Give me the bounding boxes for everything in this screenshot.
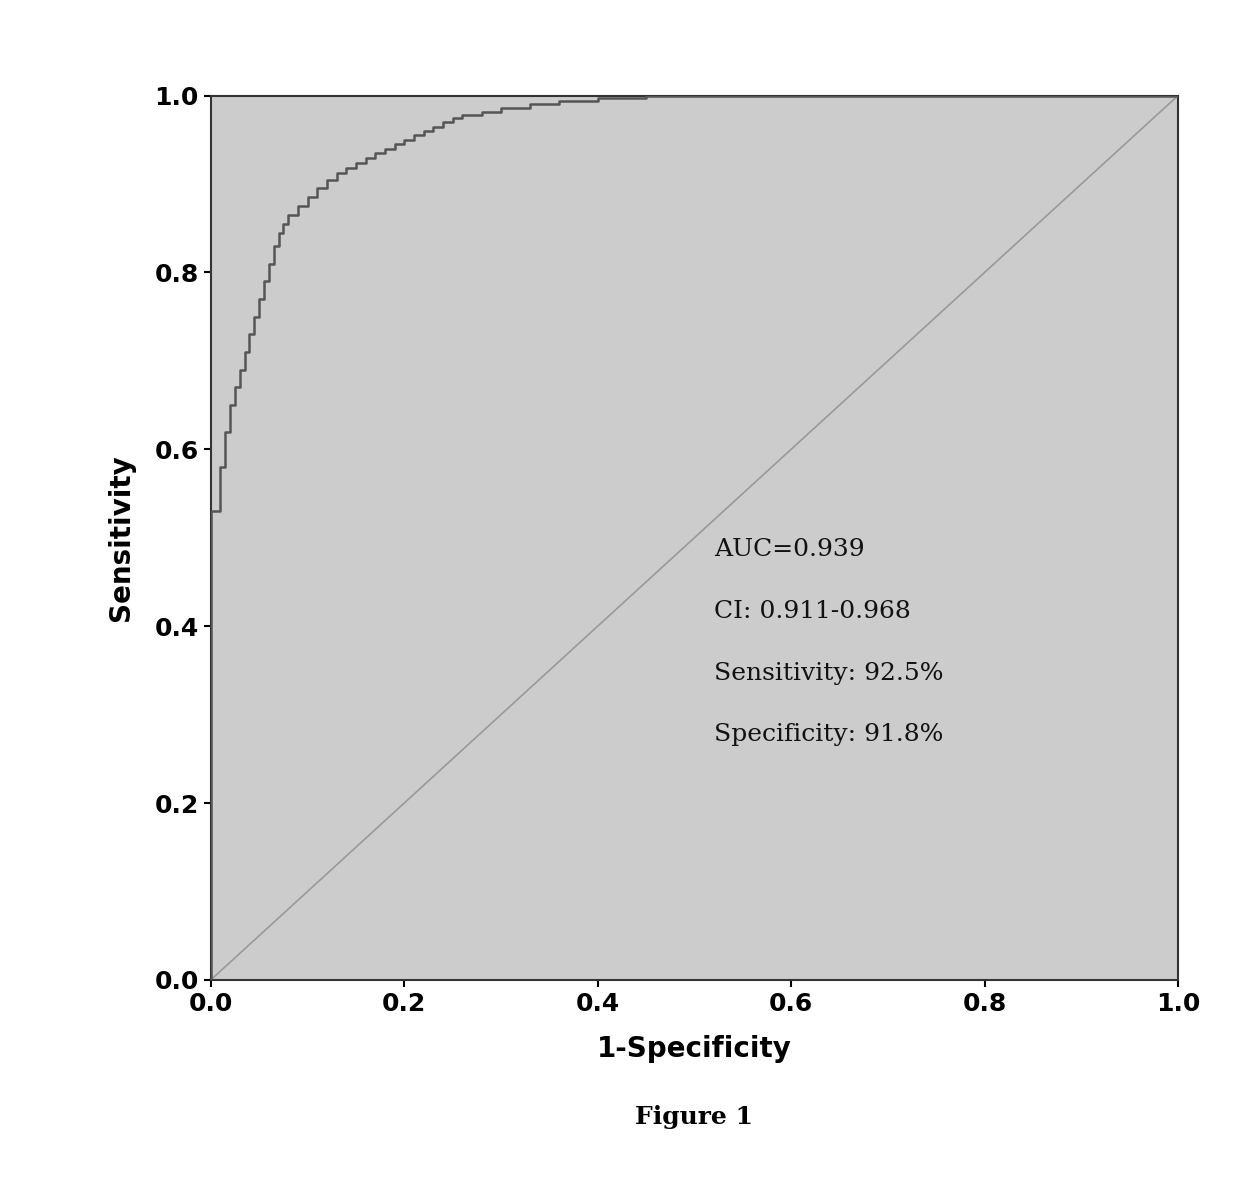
Text: Figure 1: Figure 1 (635, 1105, 754, 1129)
Text: CI: 0.911-0.968: CI: 0.911-0.968 (714, 600, 910, 623)
Text: AUC=0.939: AUC=0.939 (714, 538, 864, 560)
Y-axis label: Sensitivity: Sensitivity (107, 454, 135, 621)
X-axis label: 1-Specificity: 1-Specificity (596, 1035, 792, 1064)
Text: Specificity: 91.8%: Specificity: 91.8% (714, 723, 944, 747)
Text: Sensitivity: 92.5%: Sensitivity: 92.5% (714, 662, 944, 685)
